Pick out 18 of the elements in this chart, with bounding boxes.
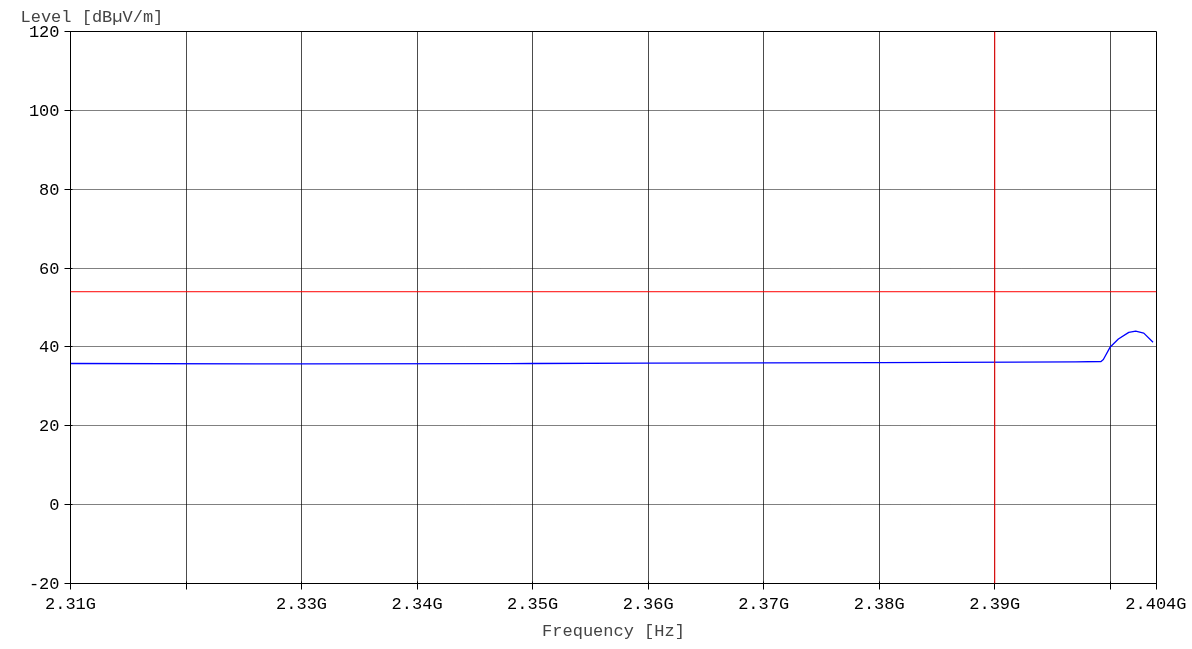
y-tick-label: 100 (28, 101, 60, 121)
x-axis-title: Frequency [Hz] (542, 621, 685, 641)
line-series (70, 330, 1154, 365)
y-tick-label: 20 (39, 417, 60, 437)
x-tick-label: 2.39G (969, 594, 1021, 614)
x-tick-label: 2.37G (738, 594, 790, 614)
x-tick-label: 2.34G (391, 594, 443, 614)
y-tick-label: 0 (49, 496, 60, 516)
y-tick-label: 40 (39, 338, 60, 358)
y-tick-label: -20 (28, 575, 60, 594)
y-tick-label: 60 (39, 259, 60, 279)
x-tick-label: 2.36G (622, 594, 674, 614)
x-tick-label: 2.33G (276, 594, 328, 614)
y-tick-label: 80 (39, 180, 60, 200)
x-tick-label: 2.404G (1125, 594, 1187, 614)
x-tick-label: 2.35G (507, 594, 559, 614)
x-tick-label: 2.38G (853, 594, 905, 614)
x-tick-label: 2.31G (45, 594, 97, 614)
